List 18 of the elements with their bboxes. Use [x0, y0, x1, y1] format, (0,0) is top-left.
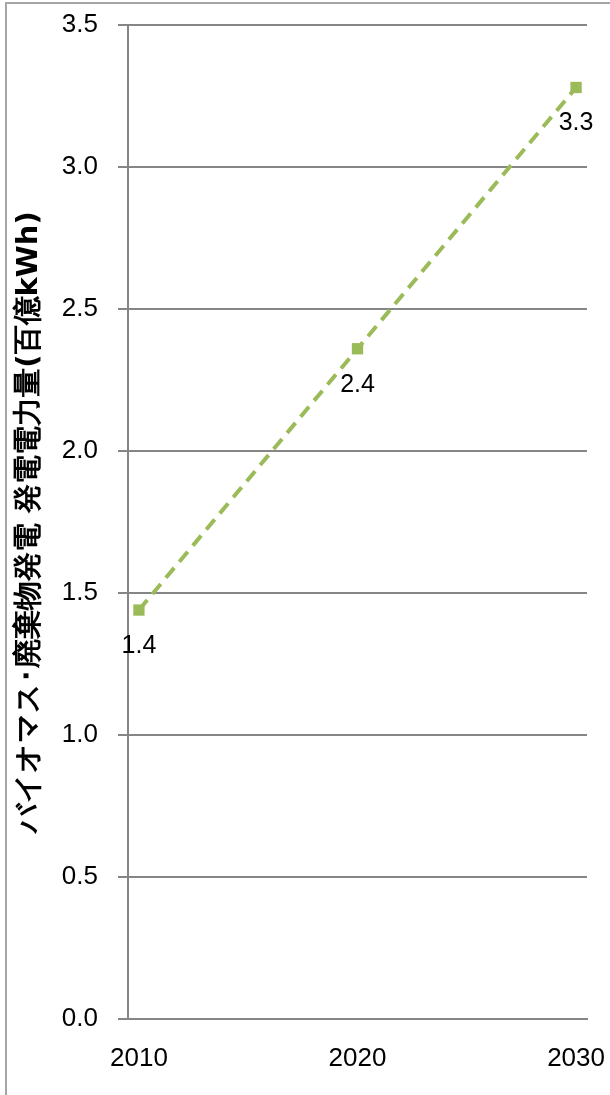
- x-tick-label: 2030: [547, 1041, 605, 1072]
- y-tick-label: 1.0: [61, 718, 98, 749]
- y-axis-title: バイオマス･廃棄物発電 発電電力量(百億kWh): [9, 211, 44, 835]
- y-tick-label: 3.5: [61, 8, 98, 39]
- y-tick-label: 1.5: [61, 576, 98, 607]
- y-tick-label: 0.5: [61, 860, 98, 891]
- x-tick-label: 2020: [328, 1041, 387, 1072]
- data-label: 1.4: [121, 629, 157, 658]
- point: [570, 81, 582, 94]
- data-label: 2.4: [340, 368, 375, 397]
- y-tick-label: 3.0: [61, 150, 98, 181]
- y-tick-label: 2.5: [61, 292, 98, 323]
- point: [133, 604, 145, 616]
- y-tick-label: 2.0: [61, 434, 98, 465]
- x-tick-label: 2010: [110, 1041, 168, 1072]
- point: [351, 343, 364, 355]
- y-tick-label: 0.0: [61, 1002, 98, 1033]
- data-label: 3.3: [558, 107, 594, 136]
